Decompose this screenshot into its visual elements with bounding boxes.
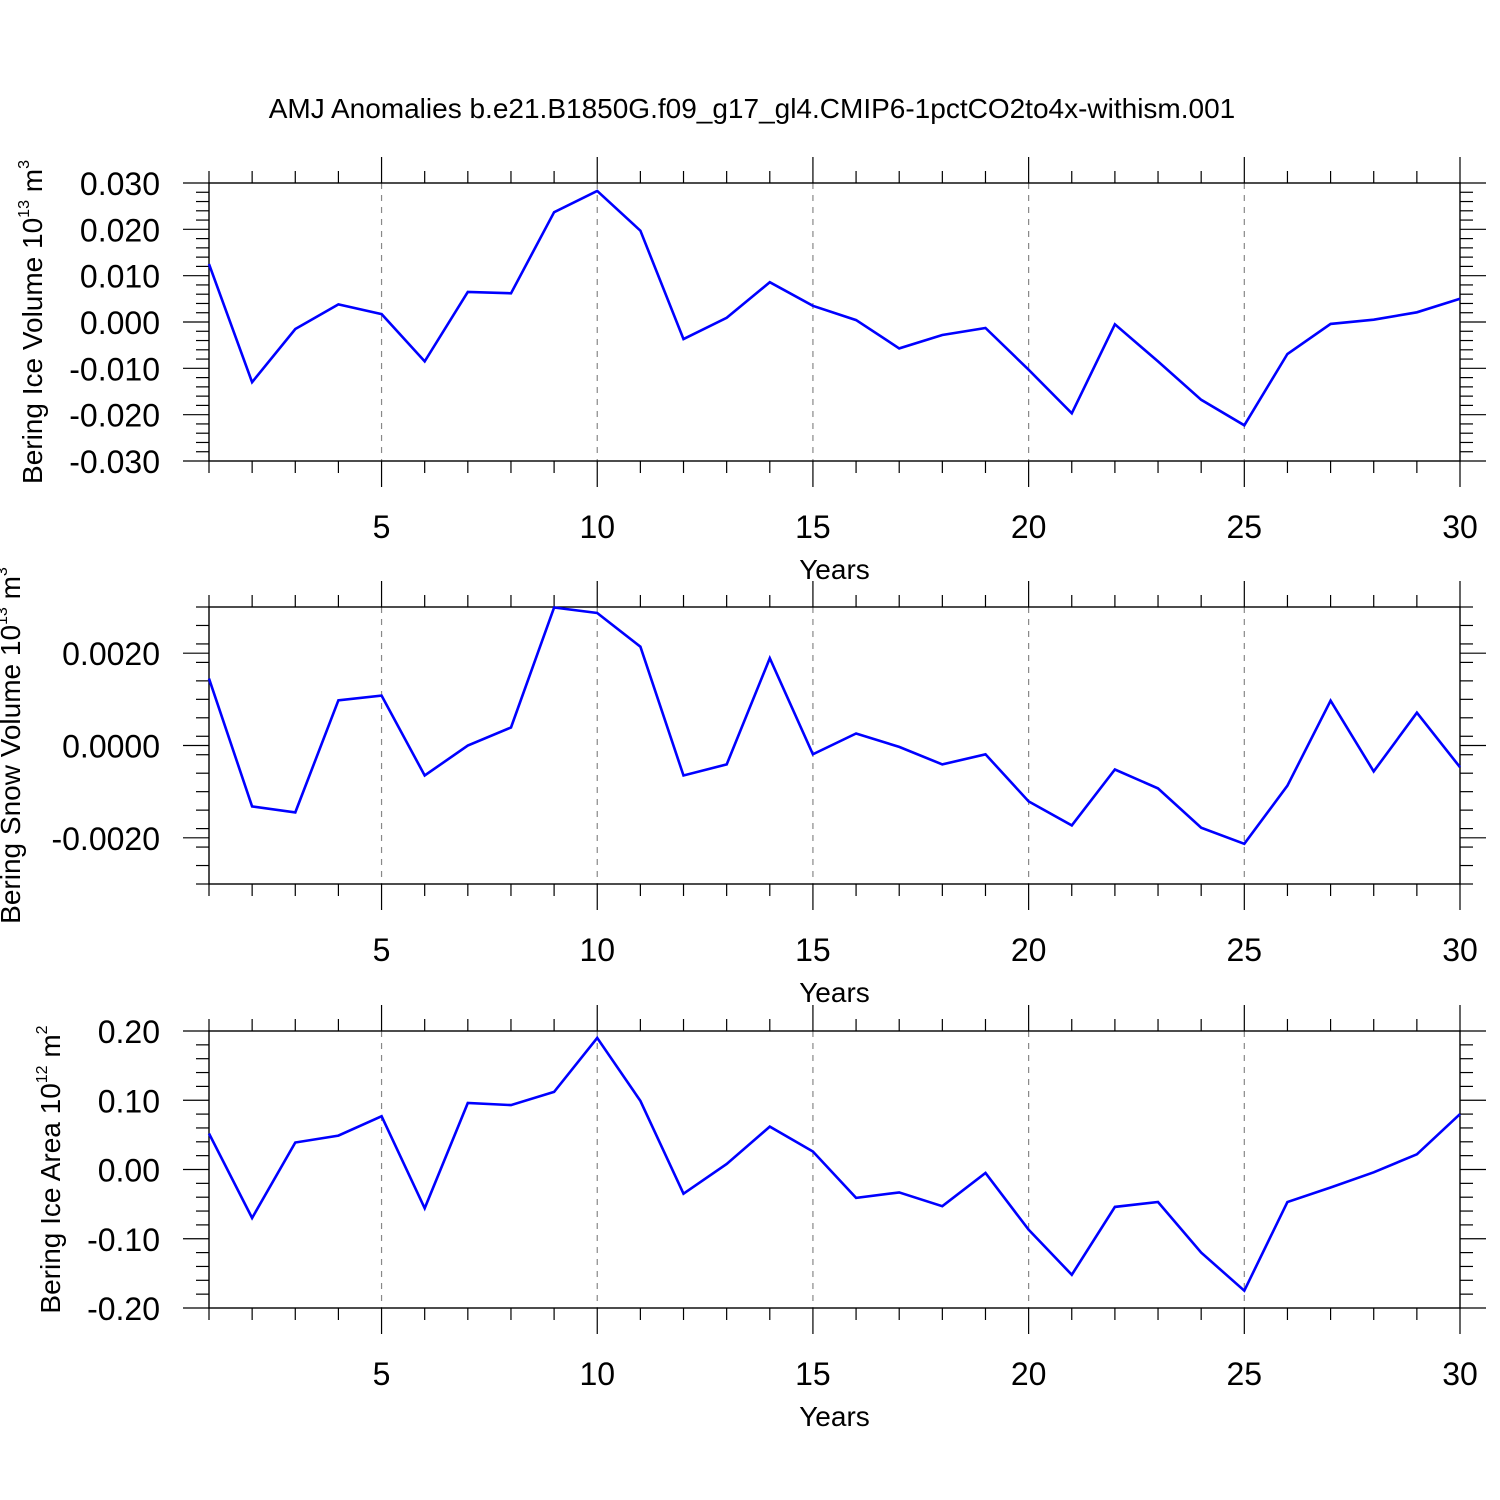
x-tick-label: 25	[1227, 509, 1263, 545]
y-tick-label: 0.020	[80, 212, 160, 248]
y-tick-label: -0.030	[69, 444, 160, 480]
y-tick-label: 0.010	[80, 259, 160, 295]
x-tick-label: 20	[1011, 1356, 1047, 1392]
y-tick-label: 0.000	[80, 305, 160, 341]
plot-frame	[208, 606, 1461, 885]
series-line	[207, 1035, 1461, 1293]
x-tick-label: 30	[1442, 509, 1478, 545]
y-tick-label: 0.0000	[62, 729, 160, 765]
panel-1: 5 10 15 20 25 30 -0.030 -0.020 -0.010 0.000 0.010 0…	[16, 157, 1486, 585]
x-tick-label: 15	[795, 932, 831, 968]
y-tick-label: -0.010	[69, 351, 160, 387]
y-axis-label: Bering Snow Volume 1013 m3	[0, 567, 26, 924]
x-tick-label: 15	[795, 1356, 831, 1392]
chart-title: AMJ Anomalies b.e21.B1850G.f09_g17_gl4.C…	[269, 93, 1236, 124]
y-tick-label: -0.10	[87, 1222, 160, 1258]
x-tick-label: 20	[1011, 509, 1047, 545]
panel-2: 5 10 15 20 25 30 -0.0020 0.0000 0.0020 Years Berin…	[0, 567, 1486, 1008]
series-line	[207, 606, 1462, 846]
x-tick-label: 10	[579, 1356, 615, 1392]
x-tick-label: 5	[373, 509, 391, 545]
x-tick-label: 10	[579, 509, 615, 545]
x-tick-label: 25	[1227, 1356, 1263, 1392]
x-tick-label: 30	[1442, 932, 1478, 968]
x-tick-label: 20	[1011, 932, 1047, 968]
x-tick-label: 5	[373, 932, 391, 968]
y-tick-label: 0.10	[98, 1083, 160, 1119]
panel-3: 5 10 15 20 25 30 -0.20 -0.10 0.00 0.10 0.20 Years Be…	[34, 1005, 1486, 1432]
plot-frame	[208, 1030, 1461, 1309]
x-axis-label: Years	[799, 977, 870, 1008]
x-tick-label: 5	[373, 1356, 391, 1392]
x-tick-label: 25	[1227, 932, 1263, 968]
y-axis-label: Bering Ice Area 1012 m2	[34, 1025, 66, 1313]
x-tick-label: 10	[579, 932, 615, 968]
x-axis-label: Years	[799, 1401, 870, 1432]
y-tick-label: -0.20	[87, 1291, 160, 1327]
y-tick-label: 0.20	[98, 1014, 160, 1050]
x-axis-label: Years	[799, 554, 870, 585]
x-tick-label: 15	[795, 509, 831, 545]
y-tick-label: 0.030	[80, 166, 160, 202]
y-tick-label: -0.020	[69, 398, 160, 434]
y-tick-label: 0.0020	[62, 636, 160, 672]
x-tick-label: 30	[1442, 1356, 1478, 1392]
y-tick-label: 0.00	[98, 1153, 160, 1189]
y-tick-label: -0.0020	[51, 821, 160, 857]
plot-frame	[208, 182, 1461, 462]
series-line	[207, 189, 1461, 428]
y-axis-label: Bering Ice Volume 1013 m3	[16, 160, 48, 484]
